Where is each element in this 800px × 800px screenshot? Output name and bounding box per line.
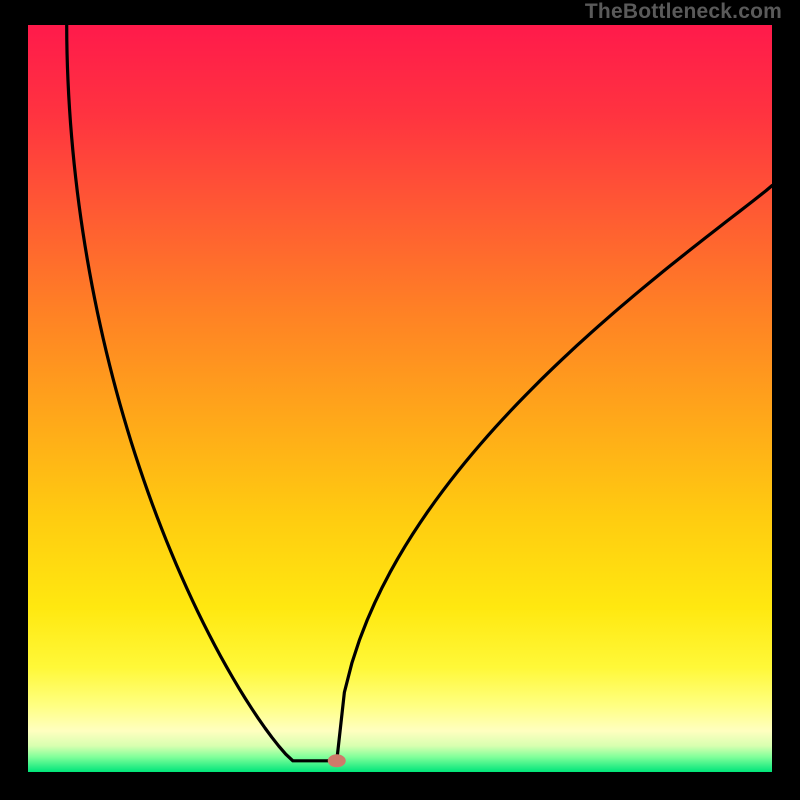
plot-svg [28, 25, 772, 772]
plot-area [28, 25, 772, 772]
chart-frame: TheBottleneck.com [0, 0, 800, 800]
minimum-marker [328, 754, 346, 767]
gradient-background [28, 25, 772, 772]
watermark-text: TheBottleneck.com [585, 0, 782, 24]
